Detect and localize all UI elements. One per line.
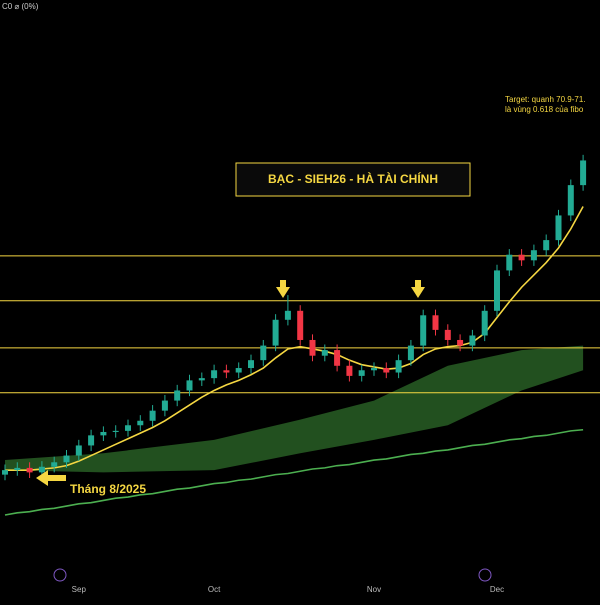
candle-body — [284, 310, 291, 320]
candle-body — [567, 185, 574, 216]
candle-body — [2, 470, 8, 475]
arrow — [276, 280, 290, 298]
candle-body — [346, 365, 353, 376]
cloud — [5, 345, 584, 473]
candle-body — [297, 310, 304, 340]
candle-body — [432, 315, 439, 330]
annotation: Tháng 8/2025 — [70, 482, 146, 496]
candle-body — [260, 345, 267, 361]
candle-body — [481, 310, 488, 336]
candle-body — [248, 360, 254, 369]
candle-body — [383, 368, 390, 373]
candle-body — [444, 329, 451, 340]
candle-body — [371, 368, 377, 371]
chart-title: BẠC - SIEH26 - HÀ TÀI CHÍNH — [268, 171, 438, 186]
moving-average — [4, 428, 584, 516]
candle-body — [321, 350, 328, 356]
annotation: Target: quanh 70.9-71. — [505, 95, 586, 104]
candle-body — [174, 390, 181, 401]
event-icon[interactable] — [478, 568, 492, 582]
candle-body — [198, 378, 205, 381]
candle-body — [309, 339, 316, 356]
candle-body — [580, 160, 587, 186]
candle-body — [420, 315, 427, 346]
arrow — [36, 470, 66, 486]
candle-body — [506, 254, 513, 271]
candle-body — [494, 270, 500, 311]
candle-body — [334, 350, 341, 366]
candle-body — [38, 466, 45, 473]
candle-body — [457, 339, 464, 346]
candle-body — [530, 250, 537, 261]
x-tick-label: Oct — [208, 585, 221, 594]
candle-body — [75, 445, 82, 456]
time-axis — [0, 570, 600, 600]
candle-body — [125, 425, 131, 431]
candle-body — [186, 380, 193, 391]
candle-body — [235, 368, 242, 373]
candle-body — [518, 254, 525, 261]
candle-body — [63, 455, 70, 463]
x-tick-label: Nov — [367, 585, 381, 594]
candle-body — [149, 410, 156, 421]
candle-body — [112, 430, 119, 432]
plot-area — [0, 154, 600, 516]
candle-body — [51, 462, 58, 467]
candle-body — [137, 420, 144, 426]
candle-body — [395, 360, 402, 373]
candle-body — [555, 215, 562, 241]
candle-body — [88, 435, 95, 446]
candle-body — [223, 370, 230, 373]
candle-body — [358, 370, 365, 376]
candle-body — [407, 345, 414, 361]
x-tick-label: Dec — [490, 585, 504, 594]
candle-body — [543, 240, 550, 251]
status-text: C0 ⌀ (0%) — [2, 2, 39, 11]
annotation: là vùng 0.618 của fibo — [505, 105, 584, 114]
title-box — [235, 162, 471, 197]
candle-body — [100, 431, 107, 436]
event-icon[interactable] — [53, 568, 67, 582]
x-tick-label: Sep — [72, 585, 87, 594]
candle-body — [211, 370, 218, 379]
candle-body — [161, 400, 168, 411]
candle-body — [14, 467, 21, 471]
arrow — [411, 280, 425, 298]
candle-body — [469, 335, 476, 346]
candle-body — [26, 467, 33, 473]
candle-body — [272, 319, 279, 346]
